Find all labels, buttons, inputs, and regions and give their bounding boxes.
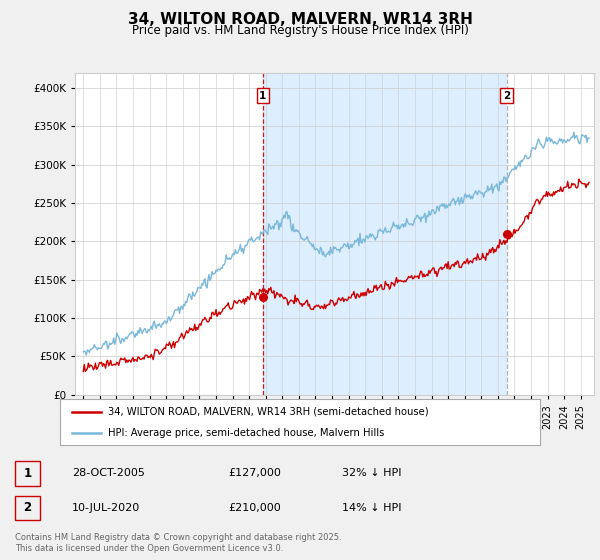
Text: Price paid vs. HM Land Registry's House Price Index (HPI): Price paid vs. HM Land Registry's House … [131,24,469,37]
Text: 14% ↓ HPI: 14% ↓ HPI [342,503,401,513]
Text: 34, WILTON ROAD, MALVERN, WR14 3RH: 34, WILTON ROAD, MALVERN, WR14 3RH [128,12,472,27]
Text: £210,000: £210,000 [228,503,281,513]
Bar [263,73,506,395]
Text: 10-JUL-2020: 10-JUL-2020 [72,503,140,513]
Text: 34, WILTON ROAD, MALVERN, WR14 3RH (semi-detached house): 34, WILTON ROAD, MALVERN, WR14 3RH (semi… [108,407,428,417]
Text: 2: 2 [503,91,510,101]
Text: 1: 1 [23,466,32,480]
Text: Contains HM Land Registry data © Crown copyright and database right 2025.
This d: Contains HM Land Registry data © Crown c… [15,533,341,553]
Text: 28-OCT-2005: 28-OCT-2005 [72,468,145,478]
Text: £127,000: £127,000 [228,468,281,478]
Text: 1: 1 [259,91,266,101]
Text: HPI: Average price, semi-detached house, Malvern Hills: HPI: Average price, semi-detached house,… [108,428,385,438]
Text: 2: 2 [23,501,32,515]
Text: 32% ↓ HPI: 32% ↓ HPI [342,468,401,478]
